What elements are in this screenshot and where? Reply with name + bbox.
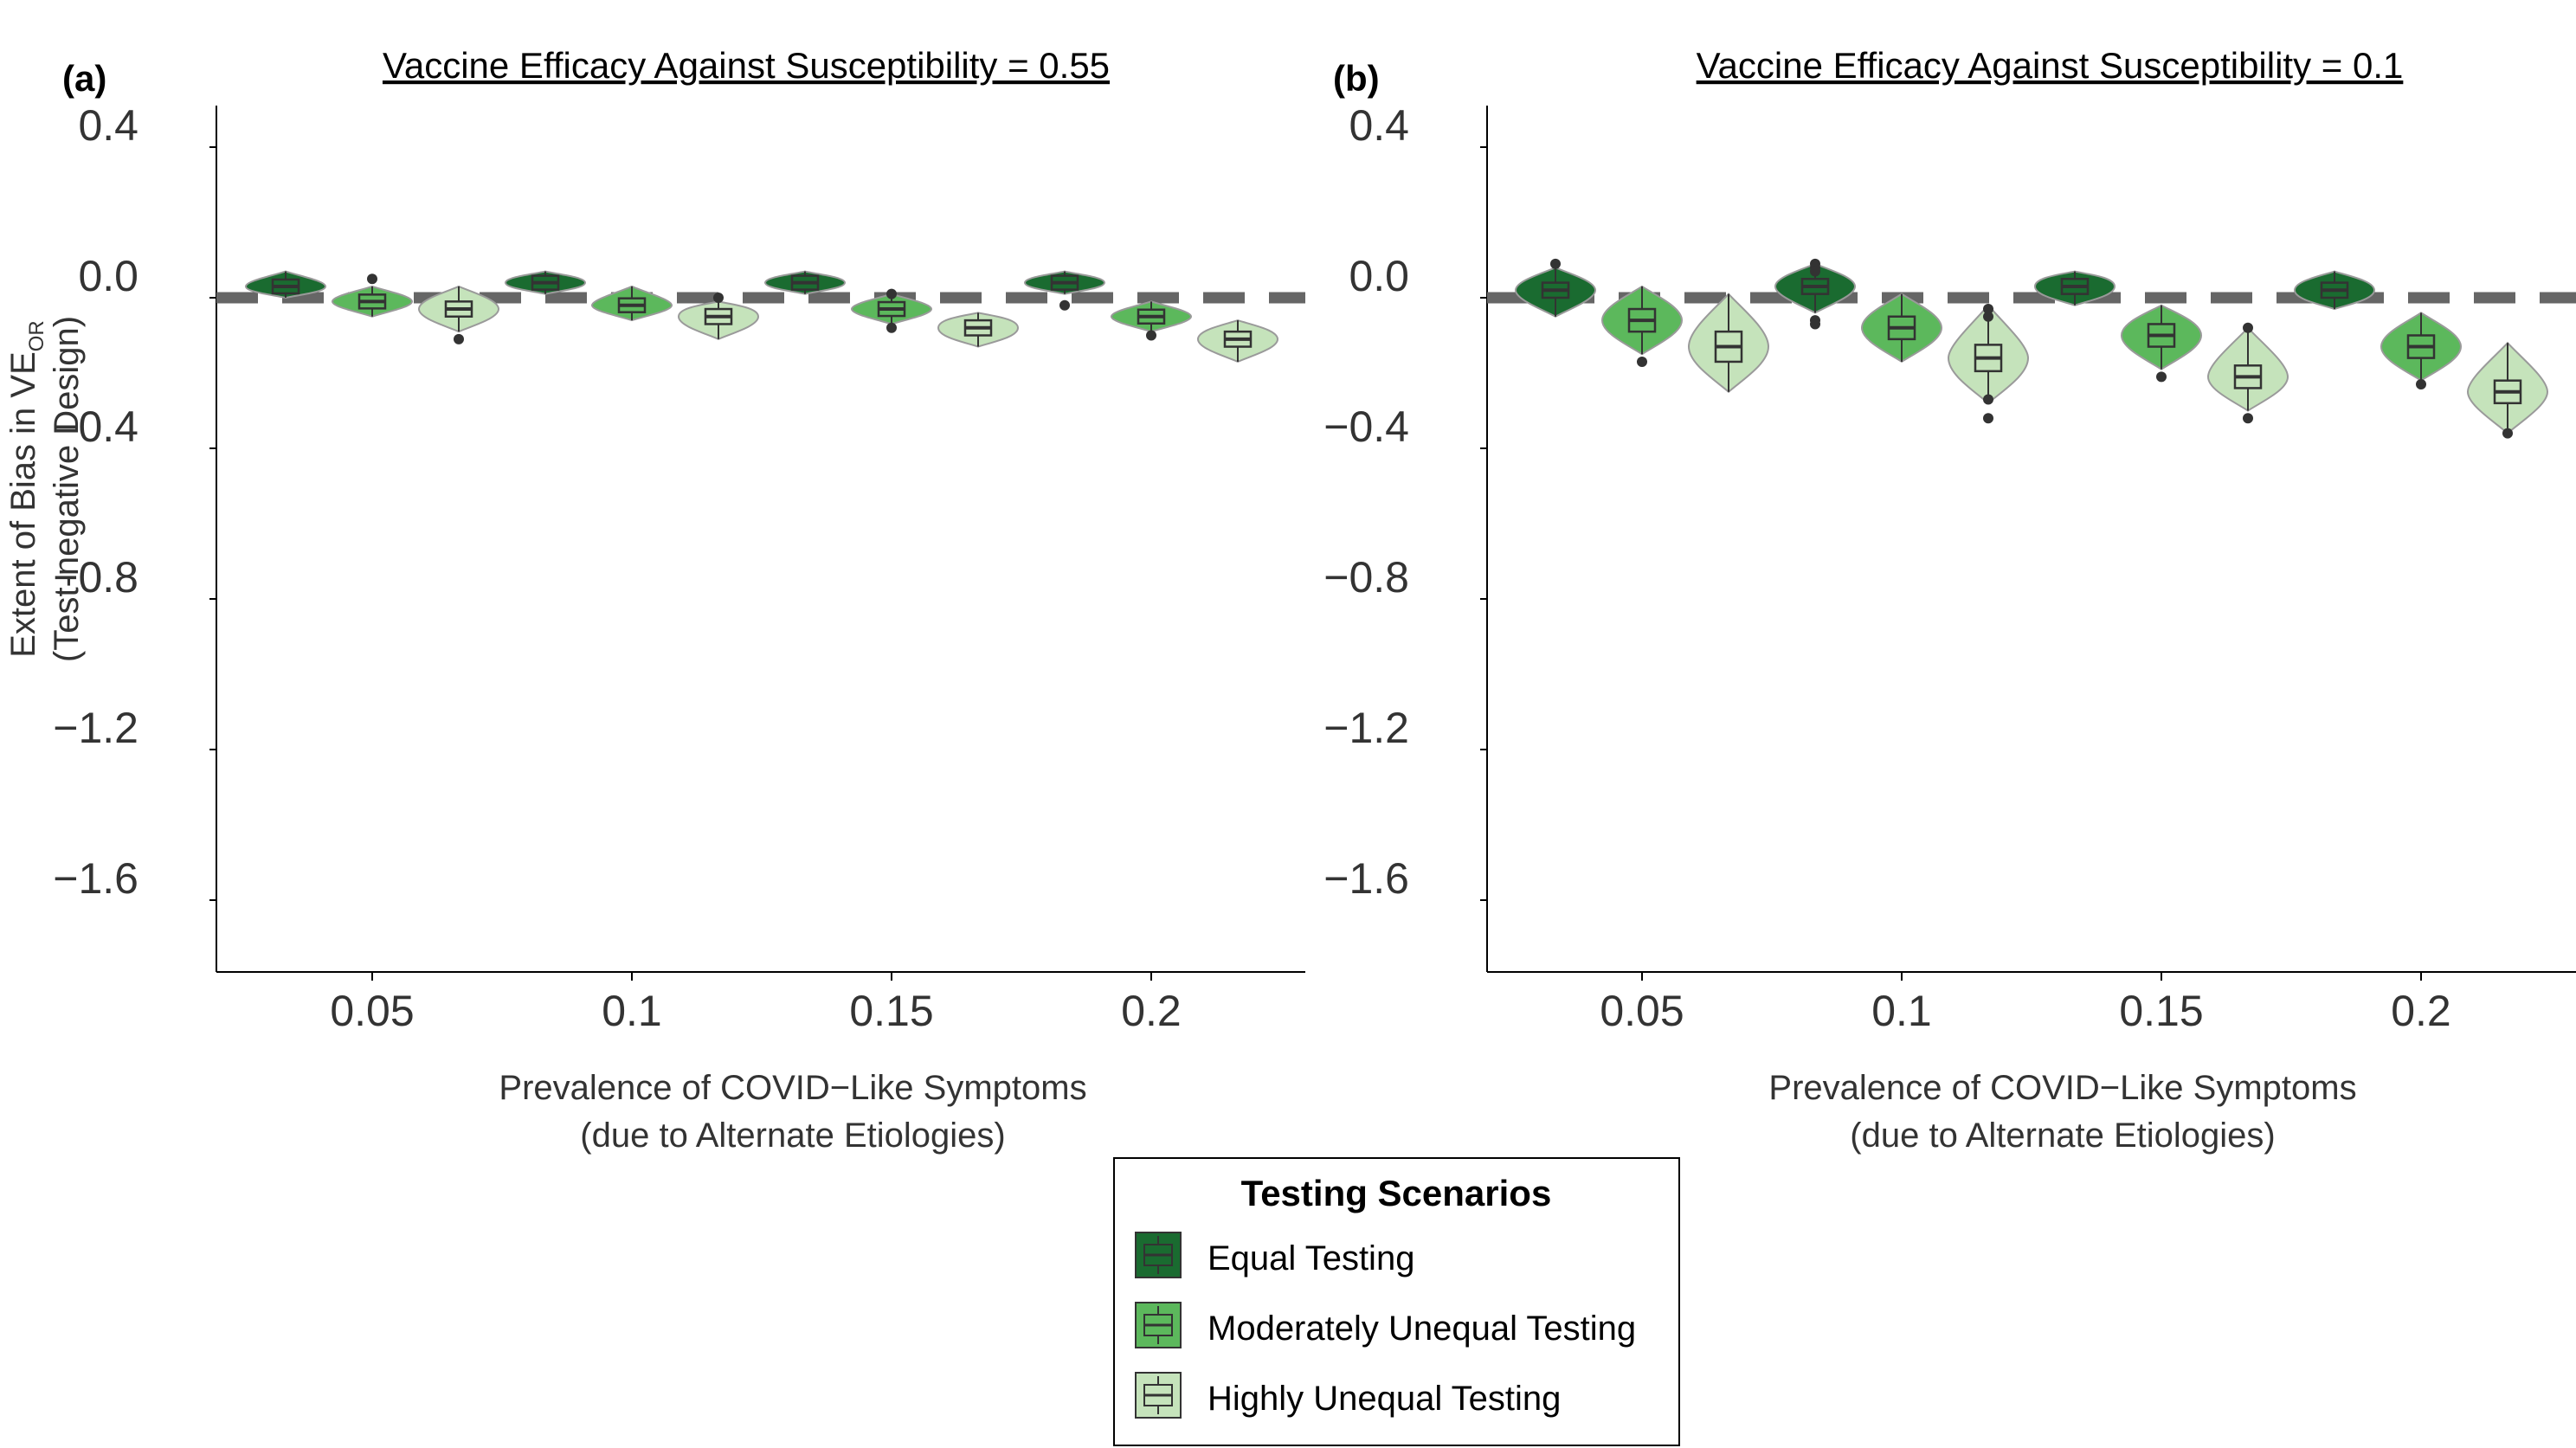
panel-b-outlier-equal-1-2 — [1810, 266, 1820, 277]
panel-a-ytick-0: 0.4 — [78, 101, 138, 150]
panel-b-xtick-1: 0.1 — [1871, 987, 1932, 1035]
panel-b-ytick-4: −1.2 — [1323, 704, 1409, 752]
panel-b-ytick-1: 0.0 — [1349, 252, 1409, 300]
panel-b-outlier-equal-0-0 — [1550, 258, 1561, 269]
panel-a-xtick-0: 0.05 — [330, 987, 414, 1035]
panel-b-xtick-2: 0.15 — [2119, 987, 2203, 1035]
panel-a-title: Vaccine Efficacy Against Susceptibility … — [383, 45, 1110, 86]
panel-b-title: Vaccine Efficacy Against Susceptibility … — [1697, 45, 2404, 86]
panel-b-outlier-high-2-1 — [2243, 413, 2253, 424]
panel-a: (a) Vaccine Efficacy Against Susceptibil… — [53, 45, 1305, 1155]
panel-a-letter: (a) — [62, 58, 106, 99]
panel-a-outlier-moderate-2-0 — [886, 288, 897, 299]
panel-b-outlier-equal-1-4 — [1810, 319, 1820, 330]
y-axis-title-prefix: Extent of Bias in VE — [4, 351, 42, 658]
panel-a-outlier-high-1-0 — [713, 293, 724, 303]
panel-a-ytick-5: −1.6 — [53, 854, 138, 903]
panel-b-ytick-5: −1.6 — [1323, 854, 1409, 903]
panel-a-ytick-4: −1.2 — [53, 704, 138, 752]
panel-b-outlier-high-1-2 — [1983, 394, 1993, 405]
y-axis-title-line1: Extent of Bias in VEOR — [4, 320, 48, 658]
y-axis-title: Extent of Bias in VEOR (Test-negative De… — [4, 316, 86, 662]
panel-b-ytick-0: 0.4 — [1349, 101, 1409, 150]
panel-b: (b) Vaccine Efficacy Against Susceptibil… — [1323, 45, 2576, 1155]
legend-label-moderate: Moderately Unequal Testing — [1208, 1310, 1636, 1348]
panel-a-outlier-equal-3-0 — [1059, 299, 1070, 311]
panel-a-xlabel-line2: (due to Alternate Etiologies) — [580, 1117, 1005, 1155]
panel-a-ytick-2: −0.4 — [53, 402, 138, 451]
panel-b-plot-area — [1480, 106, 2576, 981]
panel-b-outlier-moderate-2-0 — [2156, 371, 2167, 383]
legend-frame — [1113, 1157, 1680, 1446]
panel-a-outlier-moderate-3-0 — [1146, 330, 1156, 341]
panel-a-xtick-3: 0.2 — [1121, 987, 1182, 1035]
panel-b-outlier-moderate-3-0 — [2416, 379, 2426, 390]
legend-label-high: Highly Unequal Testing — [1208, 1380, 1561, 1418]
panel-a-plot-area — [209, 106, 1305, 981]
panel-a-xtick-1: 0.1 — [602, 987, 662, 1035]
panel-b-letter: (b) — [1333, 58, 1380, 99]
panel-b-xtick-0: 0.05 — [1600, 987, 1684, 1035]
panel-a-ytick-1: 0.0 — [78, 252, 138, 300]
panel-a-xlabel-line1: Prevalence of COVID−Like Symptoms — [499, 1069, 1086, 1107]
panel-a-outlier-moderate-2-1 — [886, 322, 897, 333]
legend: Testing Scenarios Equal Testing Moderate… — [1113, 1157, 1680, 1446]
legend-label-equal: Equal Testing — [1208, 1239, 1414, 1277]
panel-a-ytick-3: −0.8 — [53, 553, 138, 602]
y-axis-title-line2: (Test-negative Design) — [48, 316, 86, 662]
y-axis-title-subscript: OR — [25, 320, 48, 351]
legend-keys — [1135, 1232, 1182, 1419]
panel-b-ytick-2: −0.4 — [1323, 402, 1409, 451]
panel-b-xlabel-line2: (due to Alternate Etiologies) — [1850, 1117, 2275, 1155]
panel-b-xtick-3: 0.2 — [2391, 987, 2451, 1035]
panel-b-xlabel-line1: Prevalence of COVID−Like Symptoms — [1768, 1069, 2356, 1107]
panel-b-outlier-moderate-0-0 — [1637, 356, 1647, 367]
panel-a-outlier-moderate-0-0 — [367, 274, 377, 285]
panel-a-xtick-2: 0.15 — [849, 987, 933, 1035]
panel-b-outlier-high-1-3 — [1983, 413, 1993, 424]
panel-b-outlier-high-3-0 — [2502, 428, 2513, 439]
panel-b-outlier-high-1-1 — [1983, 311, 1993, 322]
panel-b-outlier-high-1-0 — [1983, 304, 1993, 315]
panel-a-outlier-high-0-0 — [454, 333, 464, 344]
panel-b-ytick-3: −0.8 — [1323, 553, 1409, 602]
legend-title: Testing Scenarios — [1241, 1173, 1552, 1213]
panel-b-outlier-high-2-0 — [2243, 322, 2253, 333]
